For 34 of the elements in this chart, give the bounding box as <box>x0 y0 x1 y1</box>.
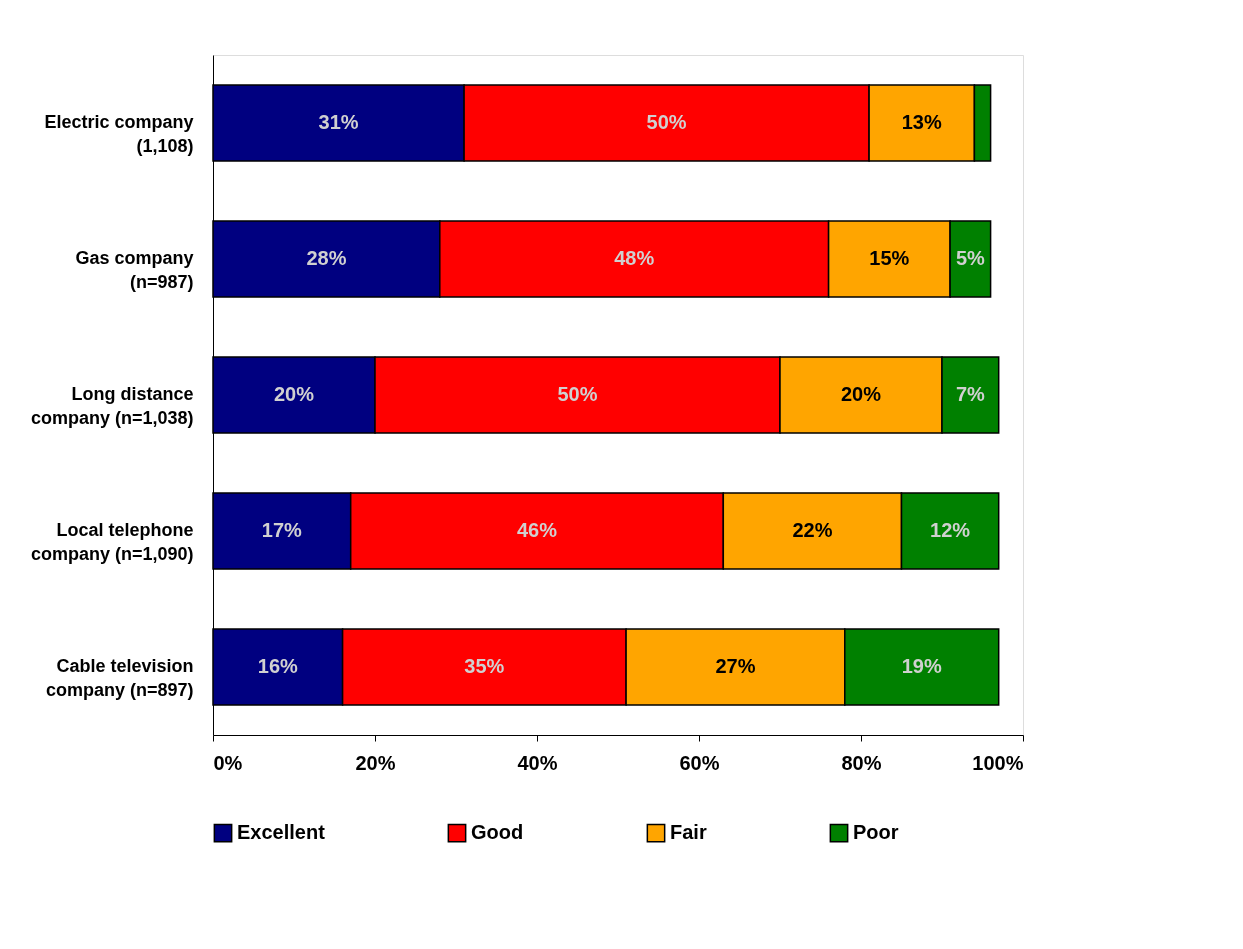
data-label: 31% <box>318 111 359 133</box>
data-label: 28% <box>306 247 347 269</box>
data-label: 16% <box>257 655 299 677</box>
legend-label: Poor <box>853 821 899 844</box>
y-tick-label: Electric company (1,108) <box>44 112 194 156</box>
x-tick-label: 40% <box>517 751 558 774</box>
x-tick-label: 80% <box>841 751 882 774</box>
x-tick-label: 60% <box>679 751 720 774</box>
x-tick-label: 20% <box>355 751 396 774</box>
data-label: 17% <box>261 519 303 541</box>
y-tick-label: Cable television company (n=897) <box>45 656 194 700</box>
y-tick-label: Local telephone company (n=1,090) <box>30 520 194 564</box>
y-tick-label: Gas company (n=987) <box>75 248 194 292</box>
data-label: 50% <box>557 383 598 405</box>
data-label: 19% <box>901 655 942 677</box>
data-label: 27% <box>715 655 756 677</box>
x-tick-label: 0% <box>213 751 243 774</box>
data-label: 12% <box>930 519 971 541</box>
data-label: 50% <box>646 111 687 133</box>
legend-label: Fair <box>670 821 707 844</box>
data-label: 5% <box>955 247 986 269</box>
data-label: 7% <box>955 383 986 405</box>
data-label: 15% <box>869 247 910 269</box>
data-label: 35% <box>464 655 505 677</box>
x-tick-label: 100% <box>972 751 1024 774</box>
data-label: 20% <box>840 383 882 405</box>
data-label: 20% <box>273 383 315 405</box>
legend-label: Good <box>471 821 524 844</box>
legend-label: Excellent <box>237 821 326 844</box>
data-label: 46% <box>516 519 558 541</box>
y-tick-label: Long distance company (n=1,038) <box>30 384 194 428</box>
data-label: 22% <box>792 519 833 541</box>
data-label: 13% <box>901 111 942 133</box>
data-label: 48% <box>614 247 655 269</box>
